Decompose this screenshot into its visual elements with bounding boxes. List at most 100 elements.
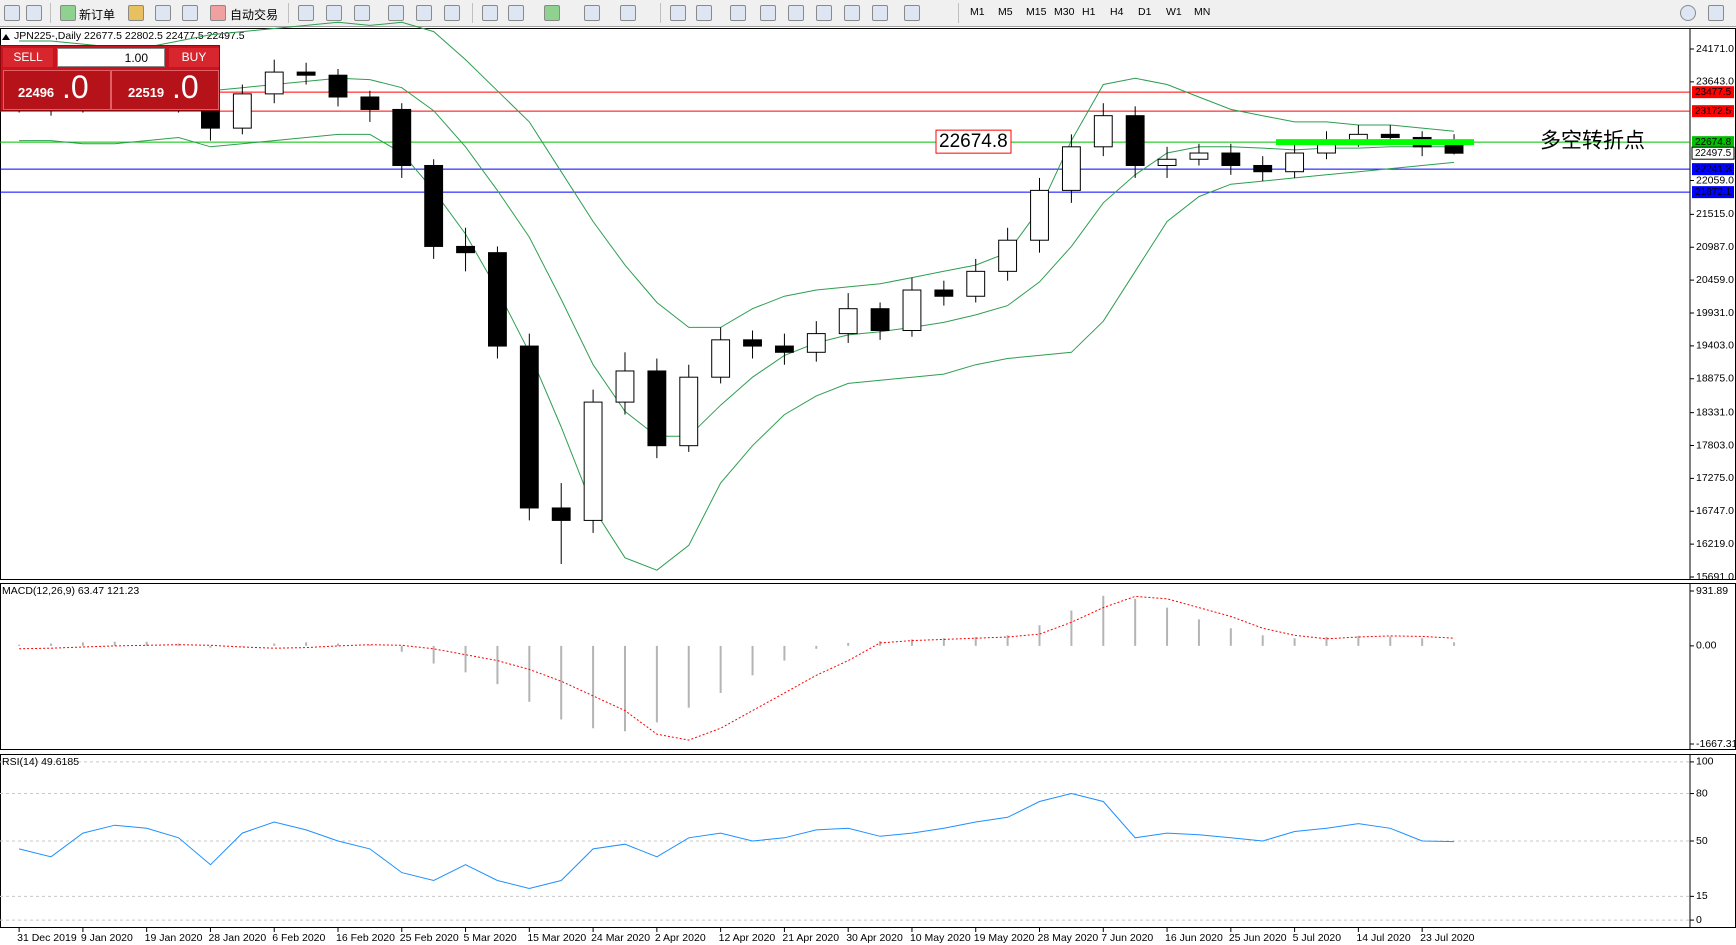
x-tick-label: 23 Jul 2020 — [1420, 932, 1474, 944]
candle-body — [264, 71, 284, 95]
y-tick-label: 21515.0 — [1696, 208, 1734, 220]
icon[interactable] — [584, 5, 600, 21]
buy-price[interactable]: 22519 .0 — [111, 69, 219, 110]
y-tick-label: 19931.0 — [1696, 307, 1734, 319]
icon[interactable] — [904, 5, 920, 21]
candle-body — [296, 71, 316, 76]
icon[interactable] — [182, 5, 198, 21]
icon[interactable] — [544, 5, 560, 21]
icon[interactable] — [872, 5, 888, 21]
trade-panel: SELL 1.00 BUY 22496 .0 22519 .0 — [0, 45, 220, 111]
price-tag — [1692, 136, 1734, 149]
icon[interactable] — [444, 5, 460, 21]
y-tick-label: 931.89 — [1696, 585, 1728, 597]
annotation: 多空转折点 — [1540, 130, 1645, 153]
x-tick-label: 10 May 2020 — [910, 932, 971, 944]
y-tick-label: 18331.0 — [1696, 406, 1734, 418]
icon[interactable] — [155, 5, 171, 21]
x-tick-label: 28 Jan 2020 — [208, 932, 266, 944]
candle-body — [998, 239, 1018, 272]
candle-body — [488, 252, 507, 347]
sell-button[interactable]: SELL — [3, 48, 53, 67]
x-tick-label: 21 Apr 2020 — [782, 932, 839, 944]
timeframe-button[interactable]: D1 — [1138, 6, 1152, 18]
icon[interactable] — [816, 5, 832, 21]
last-price-tag — [1691, 146, 1735, 160]
y-tick-label: 16747.0 — [1696, 505, 1734, 517]
y-tick-label: 20459.0 — [1696, 274, 1734, 286]
separator — [472, 3, 473, 23]
candle-body — [232, 93, 252, 129]
price-tag-label: 22674.8 — [1695, 137, 1732, 148]
y-tick-label: 20987.0 — [1696, 241, 1734, 253]
icon[interactable] — [508, 5, 524, 21]
x-tick-label: 6 Feb 2020 — [272, 932, 325, 944]
collapse-arrow — [2, 34, 10, 40]
icon[interactable] — [482, 5, 498, 21]
x-tick-label: 30 Apr 2020 — [846, 932, 903, 944]
timeframe-button[interactable]: M1 — [970, 6, 985, 18]
x-tick-label: 25 Jun 2020 — [1229, 932, 1287, 944]
bollinger-lower — [19, 133, 1455, 571]
icon[interactable] — [416, 5, 432, 21]
x-tick-label: 5 Mar 2020 — [464, 932, 517, 944]
auto-trading-button[interactable]: 自动交易 — [230, 8, 279, 22]
candle-body — [1157, 158, 1177, 166]
search-icon[interactable] — [1680, 5, 1696, 21]
x-tick-label: 16 Jun 2020 — [1165, 932, 1223, 944]
y-tick-label: 22059.0 — [1696, 174, 1734, 186]
icon[interactable] — [730, 5, 746, 21]
candle-body — [1221, 152, 1241, 166]
x-tick-label: 12 Apr 2020 — [719, 932, 776, 944]
price-label: 22674.8 — [939, 131, 1008, 152]
indicator-title: JPN225-,Daily 22677.5 22802.5 22477.5 22… — [14, 30, 245, 42]
icon[interactable] — [26, 5, 42, 21]
timeframe-button[interactable]: W1 — [1166, 6, 1182, 18]
candle-body — [1189, 152, 1209, 160]
icon[interactable] — [354, 5, 370, 21]
candle-body — [934, 289, 954, 297]
new-order-button[interactable]: 新订单 — [79, 8, 116, 22]
timeframe-button[interactable]: M30 — [1054, 6, 1075, 18]
y-tick-label: 15 — [1696, 890, 1708, 902]
price-tag-label: 21872.1 — [1695, 187, 1732, 198]
icon[interactable] — [326, 5, 342, 21]
indicator-title: MACD(12,26,9) 63.47 121.23 — [2, 585, 139, 597]
icon[interactable] — [60, 5, 76, 21]
icon[interactable] — [128, 5, 144, 21]
candle-body — [1030, 189, 1049, 241]
y-tick-label: 17275.0 — [1696, 472, 1734, 484]
x-tick-label: 2 Apr 2020 — [655, 932, 706, 944]
x-tick-label: 25 Feb 2020 — [400, 932, 459, 944]
icon[interactable] — [760, 5, 776, 21]
timeframe-button[interactable]: M15 — [1026, 6, 1047, 18]
icon[interactable] — [1708, 5, 1724, 21]
panel-frame — [0, 583, 1736, 750]
candle-body — [711, 339, 731, 378]
icon[interactable] — [696, 5, 712, 21]
icon[interactable] — [298, 5, 314, 21]
icon[interactable] — [844, 5, 860, 21]
sell-price-fraction: .0 — [62, 69, 89, 105]
candle-body — [902, 289, 922, 331]
x-tick-label: 19 May 2020 — [974, 932, 1035, 944]
timeframe-button[interactable]: H1 — [1082, 6, 1096, 18]
icon[interactable] — [620, 5, 636, 21]
price-tag-label: 23477.5 — [1695, 87, 1732, 98]
buy-button[interactable]: BUY — [169, 48, 219, 67]
icon[interactable] — [210, 5, 226, 21]
timeframe-button[interactable]: M5 — [998, 6, 1013, 18]
y-tick-label: 18875.0 — [1696, 373, 1734, 385]
volume-input[interactable]: 1.00 — [57, 48, 165, 67]
x-tick-label: 16 Feb 2020 — [336, 932, 395, 944]
icon[interactable] — [388, 5, 404, 21]
icon[interactable] — [788, 5, 804, 21]
timeframe-button[interactable]: MN — [1194, 6, 1211, 18]
timeframe-button[interactable]: H4 — [1110, 6, 1124, 18]
icon[interactable] — [4, 5, 20, 21]
icon[interactable] — [670, 5, 686, 21]
x-tick-label: 14 Jul 2020 — [1356, 932, 1410, 944]
sell-price[interactable]: 22496 .0 — [3, 69, 111, 110]
candle-body — [870, 308, 890, 331]
